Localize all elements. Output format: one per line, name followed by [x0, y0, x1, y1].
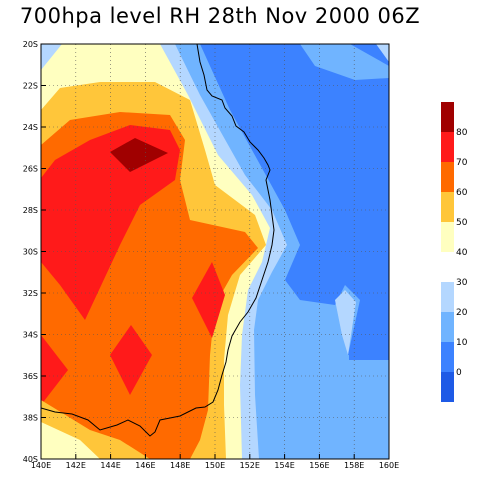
rh-patch-east	[192, 262, 225, 338]
colorbar-label: 80	[456, 128, 468, 138]
colorbar-label: 70	[456, 158, 468, 168]
colorbar-label: 10	[456, 338, 468, 348]
lat-tick-label: 20S	[23, 40, 38, 49]
colorbar-label: 0	[456, 368, 462, 378]
rh-patch-south	[110, 325, 152, 395]
lon-tick-label: 160E	[379, 461, 399, 470]
lon-tick-label: 156E	[309, 461, 329, 470]
rh-band-80-plus	[110, 138, 168, 172]
rh-band-30-40-ne	[376, 44, 389, 62]
latitude-axis: 20S 22S 24S 26S 28S 30S 32S 34S 36S 38S 40S	[23, 40, 46, 464]
colorbar-label: 60	[456, 188, 468, 198]
colorbar-swatch	[441, 342, 454, 372]
colorbar-label: 50	[456, 218, 468, 228]
coastline	[41, 44, 275, 437]
colorbar-label: 20	[456, 308, 468, 318]
lat-tick-label: 40S	[23, 455, 38, 464]
lat-tick-label: 36S	[23, 372, 38, 381]
colorbar-label: 40	[456, 248, 468, 258]
lat-tick-label: 24S	[23, 123, 38, 132]
colorbar-swatch	[441, 162, 454, 192]
rh-patch-southwest-cream	[41, 422, 100, 459]
lat-tick-label: 26S	[23, 165, 38, 174]
lon-tick-label: 148E	[170, 461, 190, 470]
rh-patch-west	[41, 335, 68, 405]
lon-tick-label: 144E	[100, 461, 120, 470]
lat-tick-label: 30S	[23, 248, 38, 257]
rh-band-70-80	[41, 125, 180, 320]
rh-patch-offshore-edge	[349, 355, 389, 360]
lon-tick-label: 146E	[135, 461, 155, 470]
lat-tick-label: 28S	[23, 206, 38, 215]
rh-band-20-30-ne	[300, 44, 389, 80]
lat-tick-label: 34S	[23, 331, 38, 340]
lat-tick-label: 22S	[23, 82, 38, 91]
colorbar-swatch	[441, 312, 454, 342]
lon-tick-label: 152E	[240, 461, 260, 470]
lon-tick-label: 142E	[66, 461, 86, 470]
colorbar-swatch	[441, 282, 454, 312]
colorbar-swatch	[441, 102, 454, 132]
lat-tick-label: 32S	[23, 289, 38, 298]
colorbar-swatch	[441, 372, 454, 402]
rh-contour-fill	[41, 44, 389, 459]
lat-tick-label: 38S	[23, 414, 38, 423]
colorbar-swatch	[441, 132, 454, 162]
lon-tick-label: 154E	[274, 461, 294, 470]
longitude-axis: 140E 142E 144E 146E 148E 150E 152E 154E 156E 158E…	[31, 454, 399, 470]
lon-tick-label: 150E	[205, 461, 225, 470]
colorbar: 80 70 60 50 40 30 20 10 0	[441, 102, 468, 402]
lon-tick-label: 140E	[31, 461, 51, 470]
lon-tick-label: 158E	[344, 461, 364, 470]
colorbar-swatch	[441, 192, 454, 222]
rh-patch-offshore	[335, 290, 356, 355]
colorbar-swatch	[441, 222, 454, 252]
colorbar-label: 30	[456, 278, 468, 288]
map-title: 700hpa level RH 28th Nov 2000 06Z	[19, 4, 421, 28]
